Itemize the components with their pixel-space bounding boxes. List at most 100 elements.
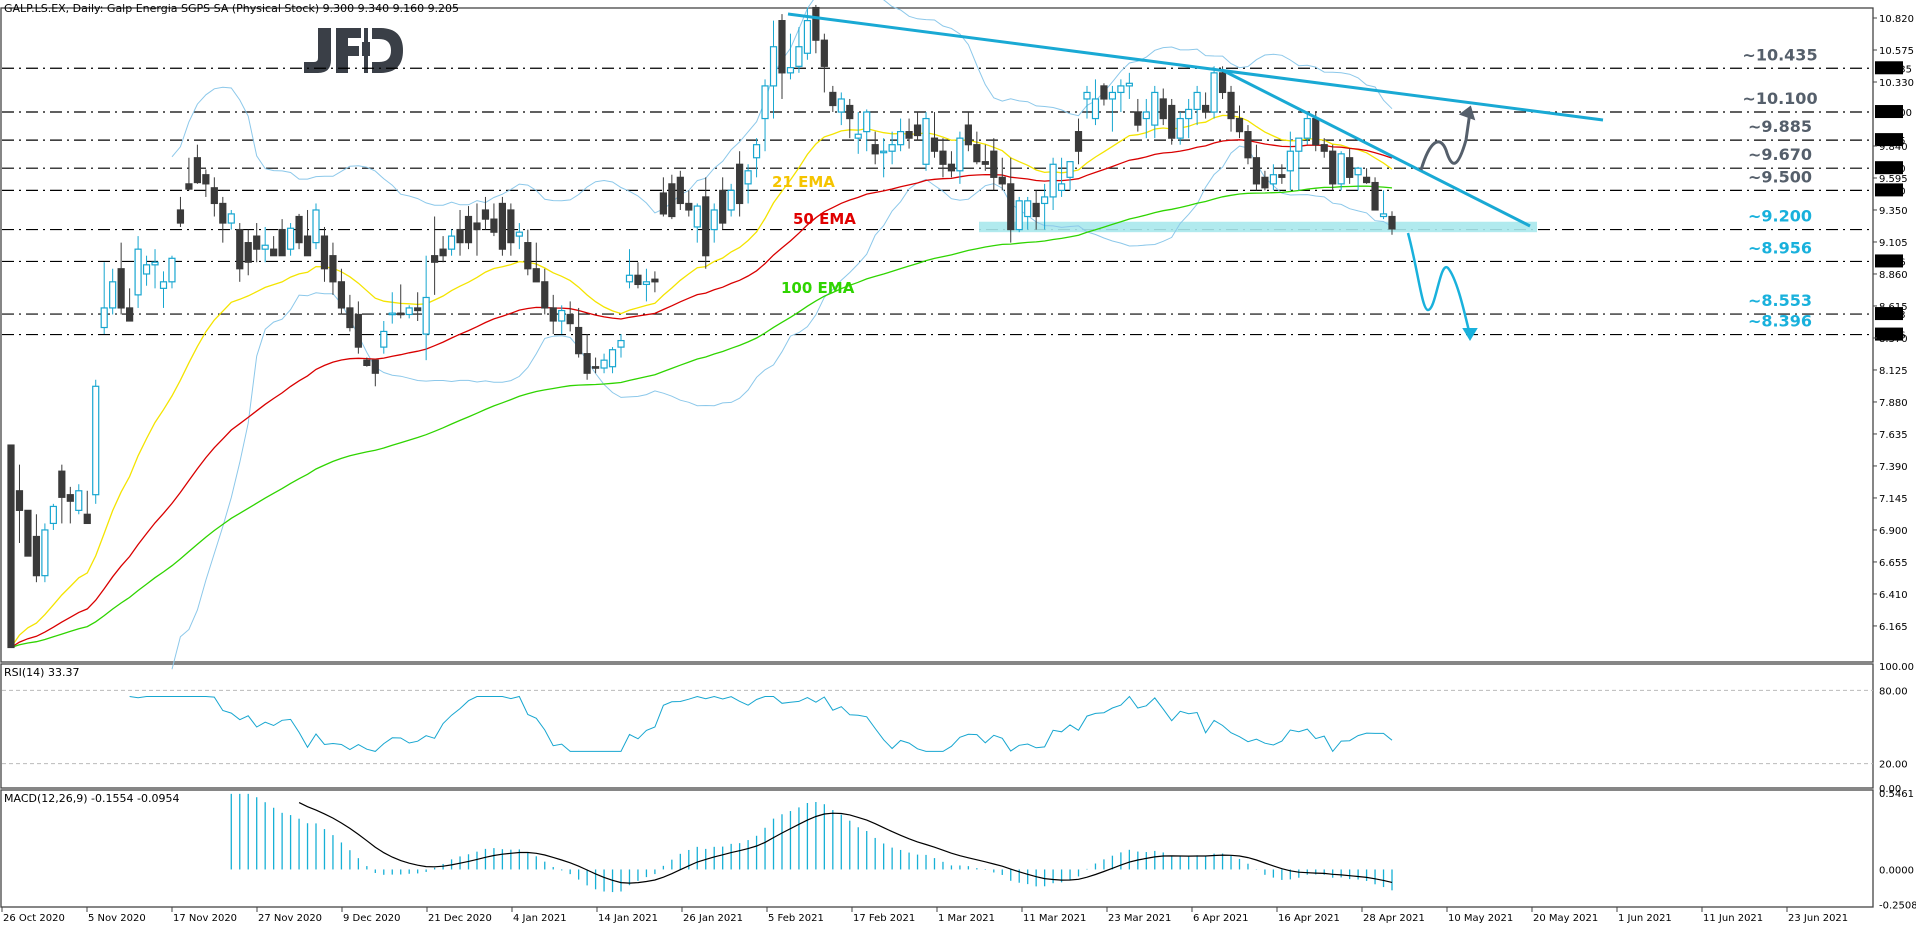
ema100-label: 100 EMA xyxy=(781,279,855,297)
macd-signal-line xyxy=(298,802,1393,884)
candle-body xyxy=(1362,176,1371,184)
level-tag-bg xyxy=(1875,105,1903,119)
candle-body xyxy=(227,213,235,224)
candle-body xyxy=(202,174,210,185)
time-axis[interactable]: 26 Oct 2020 5 Nov 2020 17 Nov 2020 27 Nov 2… xyxy=(1,907,1848,924)
candle-body xyxy=(1074,131,1083,152)
arrow-head-down xyxy=(1462,328,1478,341)
level-tag: 9.500 xyxy=(1877,186,1906,197)
y-tick-label: 8.370 xyxy=(1879,334,1908,345)
x-tick-label: 20 May 2021 xyxy=(1533,913,1598,924)
candle-body xyxy=(278,228,286,257)
candle-body xyxy=(83,513,91,525)
candle-body xyxy=(719,189,727,224)
level-tag-bg xyxy=(1875,133,1903,147)
candle-body xyxy=(905,131,913,139)
macd-pane: 0.5461 0.0000 -0.2508 xyxy=(230,789,1916,912)
candle-body xyxy=(329,255,337,283)
candle-body xyxy=(1032,202,1040,218)
ema100-line xyxy=(10,185,1393,649)
candle-body xyxy=(151,261,159,266)
candle-body xyxy=(473,222,481,231)
x-tick-label: 23 Jun 2021 xyxy=(1788,913,1848,924)
candle-body xyxy=(481,209,490,220)
y-tick-label: 7.635 xyxy=(1879,430,1908,441)
candle-body xyxy=(303,235,312,257)
candle-body xyxy=(1244,131,1252,159)
candle-body xyxy=(320,235,329,270)
candle-body xyxy=(117,268,125,309)
candlesticks xyxy=(7,4,1396,649)
candle-body xyxy=(66,494,74,502)
candle-body xyxy=(651,278,659,283)
candle-body xyxy=(388,312,396,316)
candle-body xyxy=(253,235,261,250)
candle-body xyxy=(261,244,269,250)
candle-body xyxy=(744,170,752,185)
candle-body xyxy=(634,274,642,286)
candle-body xyxy=(49,505,57,525)
candle-body xyxy=(337,281,346,309)
candle-body xyxy=(913,124,922,137)
rsi-label: RSI(14) 33.37 xyxy=(4,666,80,679)
y-tick-label: 10.820 xyxy=(1879,14,1914,25)
candle-body xyxy=(1218,72,1227,94)
rsi-pane: 100.00 80.00 20.00 0.00 xyxy=(2,662,1914,795)
candle-body xyxy=(490,218,498,233)
level-tag-bg xyxy=(1875,307,1903,321)
x-tick-label: 16 Apr 2021 xyxy=(1278,913,1340,924)
candle-body xyxy=(134,248,142,296)
x-tick-label: 28 Apr 2021 xyxy=(1363,913,1425,924)
candle-body xyxy=(1125,82,1133,87)
candle-body xyxy=(371,359,379,374)
level-label: ~8.956 xyxy=(1748,238,1812,257)
bullish-arrow xyxy=(1419,111,1472,171)
ema-lines xyxy=(10,114,1393,649)
candle-body xyxy=(498,202,506,250)
level-label: ~9.885 xyxy=(1748,117,1812,136)
candle-body xyxy=(109,281,117,309)
candle-body xyxy=(1049,163,1057,198)
candle-body xyxy=(1379,213,1388,218)
ema21-line xyxy=(10,114,1393,648)
y-tick-label: 9.595 xyxy=(1879,174,1908,185)
candle-body xyxy=(608,349,617,368)
candle-body xyxy=(295,215,303,244)
level-label: ~10.100 xyxy=(1742,89,1817,108)
candle-body xyxy=(142,264,151,275)
candle-body xyxy=(1329,150,1337,185)
candle-body xyxy=(829,91,837,107)
candle-body xyxy=(363,359,371,366)
level-label: ~8.553 xyxy=(1748,291,1812,310)
candle-body xyxy=(286,227,295,250)
candle-body xyxy=(1151,91,1159,126)
candle-body xyxy=(270,248,278,257)
candle-body xyxy=(617,339,625,348)
candle-body xyxy=(414,307,422,312)
candle-body xyxy=(439,248,447,257)
candle-body xyxy=(1286,150,1294,172)
candle-body xyxy=(422,296,430,335)
candle-body xyxy=(642,281,651,286)
candle-body xyxy=(956,137,964,172)
macd-label: MACD(12,26,9) -0.1554 -0.0954 xyxy=(4,792,180,805)
x-tick-label: 23 Mar 2021 xyxy=(1108,913,1171,924)
chart-header: GALP.LS.EX, Daily: Galp Energia SGPS SA … xyxy=(4,2,460,15)
candle-body xyxy=(990,150,998,178)
lower-trendline xyxy=(1221,68,1531,228)
candle-body xyxy=(981,161,989,165)
candle-body xyxy=(1252,157,1261,185)
trendlines xyxy=(787,12,1604,228)
candle-body xyxy=(1354,167,1362,176)
candle-body xyxy=(1108,91,1117,100)
candle-body xyxy=(1278,174,1286,178)
candle-body xyxy=(1159,98,1167,120)
candle-body xyxy=(863,111,871,133)
macd-tick: 0.5461 xyxy=(1879,789,1914,800)
candle-body xyxy=(1227,91,1235,120)
price-axis[interactable]: 10.820 10.575 10.330 9.840 9.595 9.350 9.105 8.… xyxy=(1873,14,1914,633)
candle-body xyxy=(176,209,185,224)
level-tag: 8.553 xyxy=(1877,310,1906,321)
y-tick-label: 6.655 xyxy=(1879,558,1908,569)
